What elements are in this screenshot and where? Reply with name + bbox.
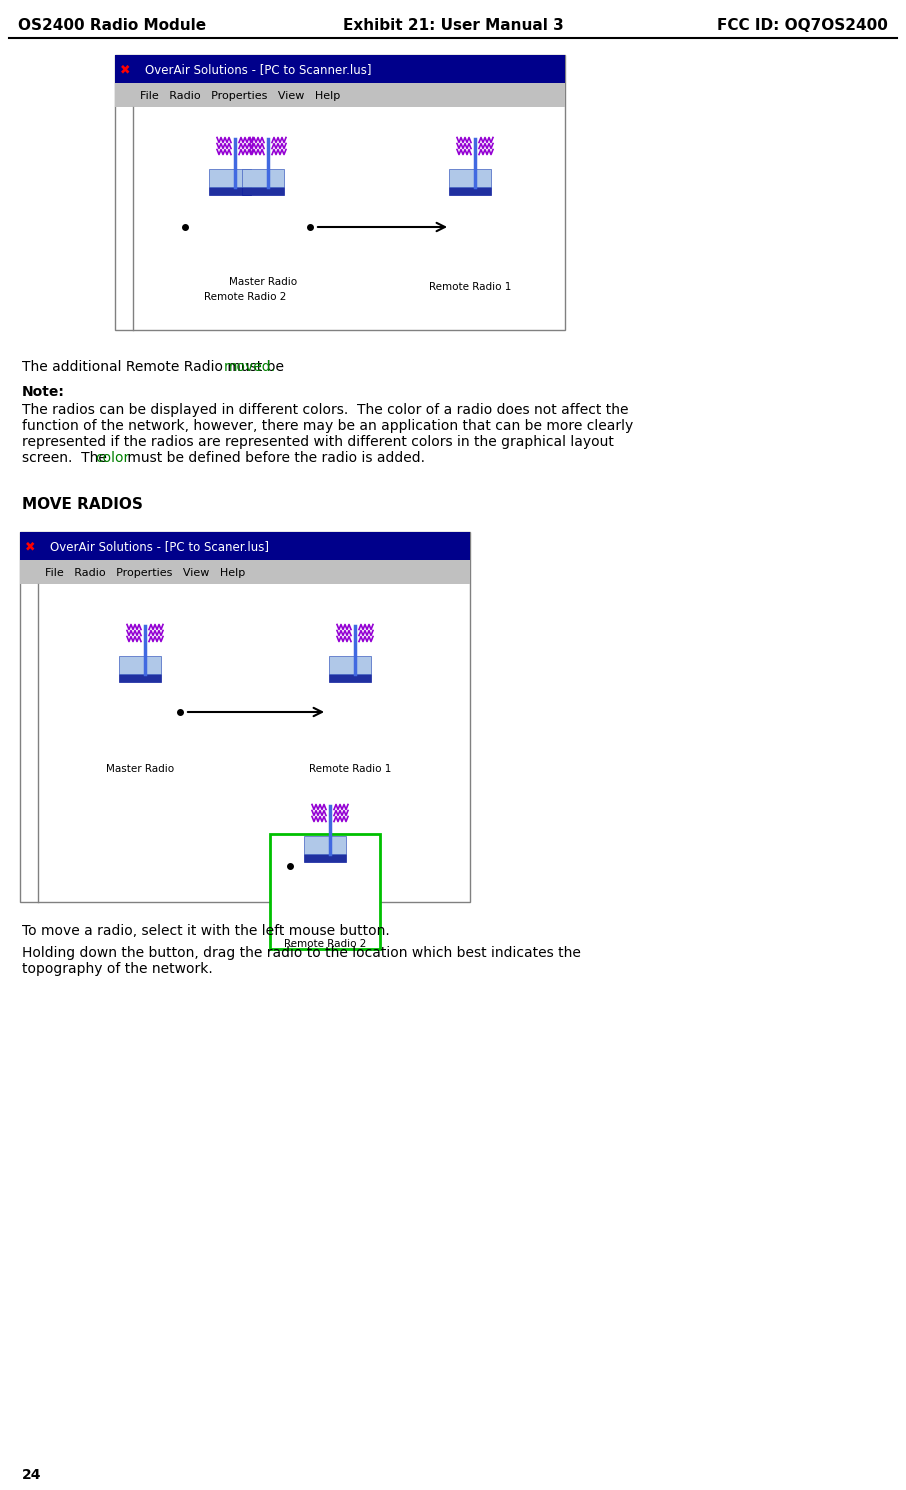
Text: Remote Radio 1: Remote Radio 1 [429, 282, 511, 292]
Bar [209, 188, 251, 195]
Text: MOVE RADIOS: MOVE RADIOS [22, 498, 143, 513]
Text: Exhibit 21: User Manual 3: Exhibit 21: User Manual 3 [342, 18, 564, 33]
Text: The additional Remote Radio must be: The additional Remote Radio must be [22, 361, 288, 374]
Text: color: color [95, 451, 129, 465]
Text: OS2400 Radio Module: OS2400 Radio Module [18, 18, 207, 33]
Bar [304, 854, 346, 863]
Text: screen.  The: screen. The [22, 451, 111, 465]
Text: Master Radio: Master Radio [106, 764, 174, 773]
Bar [20, 532, 470, 560]
Bar [449, 168, 491, 188]
Bar [270, 834, 380, 949]
Text: must be defined before the radio is added.: must be defined before the radio is adde… [123, 451, 425, 465]
Bar [242, 168, 284, 188]
Text: Remote Radio 2: Remote Radio 2 [204, 292, 286, 302]
Bar [304, 836, 346, 854]
Bar [329, 656, 371, 673]
Text: function of the network, however, there may be an application that can be more c: function of the network, however, there … [22, 419, 633, 434]
Text: File   Radio   Properties   View   Help: File Radio Properties View Help [45, 568, 246, 578]
Text: OverAir Solutions - [PC to Scaner.lus]: OverAir Solutions - [PC to Scaner.lus] [50, 541, 269, 553]
Bar [119, 673, 161, 682]
Text: Master Radio: Master Radio [229, 277, 297, 288]
Bar [119, 656, 161, 673]
Text: Remote Radio 1: Remote Radio 1 [309, 764, 391, 773]
Bar [115, 55, 565, 83]
Text: File   Radio   Properties   View   Help: File Radio Properties View Help [140, 91, 341, 101]
Text: The radios can be displayed in different colors.  The color of a radio does not : The radios can be displayed in different… [22, 402, 629, 417]
Text: FCC ID: OQ7OS2400: FCC ID: OQ7OS2400 [718, 18, 888, 33]
Text: Holding down the button, drag the radio to the location which best indicates the: Holding down the button, drag the radio … [22, 946, 581, 976]
Bar [115, 55, 565, 329]
Bar [449, 188, 491, 195]
Text: 24: 24 [22, 1468, 42, 1483]
Text: represented if the radios are represented with different colors in the graphical: represented if the radios are represente… [22, 435, 614, 448]
Bar [209, 168, 251, 188]
Text: ✖: ✖ [25, 541, 35, 553]
Bar [242, 188, 284, 195]
Text: ✖: ✖ [120, 64, 130, 76]
Bar [20, 560, 470, 584]
Bar [20, 532, 470, 901]
Text: To move a radio, select it with the left mouse button.: To move a radio, select it with the left… [22, 924, 390, 939]
Bar [115, 83, 565, 107]
Text: OverAir Solutions - [PC to Scanner.lus]: OverAir Solutions - [PC to Scanner.lus] [145, 64, 371, 76]
Text: Remote Radio 2: Remote Radio 2 [284, 939, 366, 949]
Bar [329, 673, 371, 682]
Text: Note:: Note: [22, 384, 65, 399]
Text: moved.: moved. [224, 361, 275, 374]
